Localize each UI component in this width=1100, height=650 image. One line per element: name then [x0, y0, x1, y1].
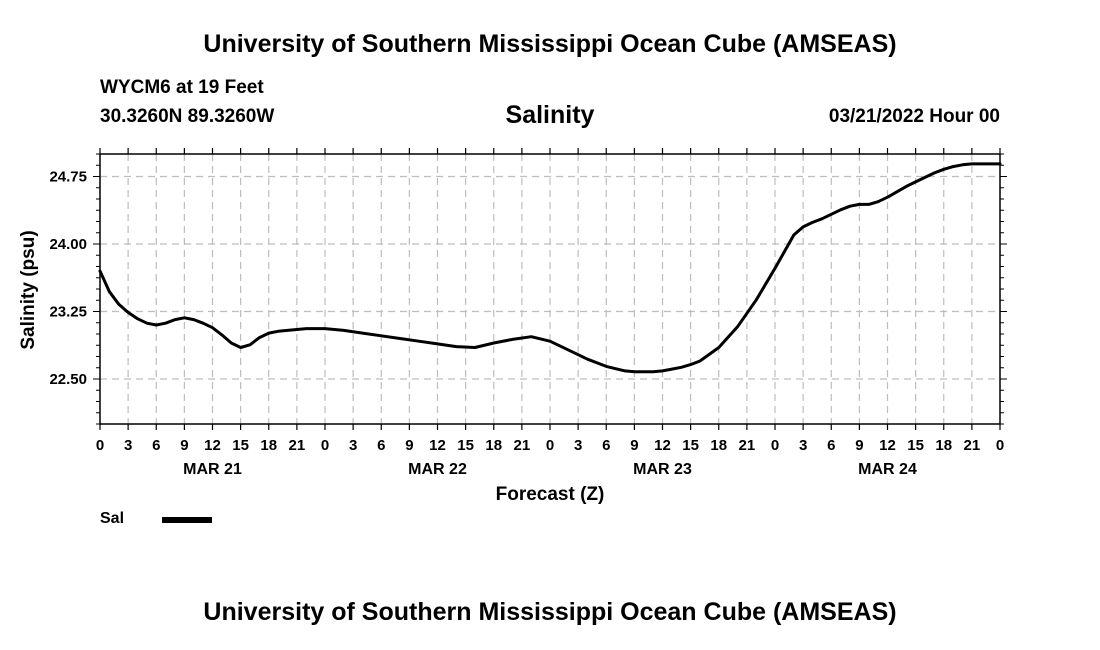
y-tick-label: 23.25 [49, 304, 87, 321]
x-tick-label: 18 [935, 437, 952, 454]
main-title: University of Southern Mississippi Ocean… [203, 30, 897, 58]
x-tick-label: 12 [879, 437, 896, 454]
ticks [93, 148, 1007, 430]
y-tick-label: 24.00 [49, 236, 87, 253]
y-tick-label: 22.50 [49, 371, 87, 388]
station-label: WYCM6 at 19 Feet [100, 77, 264, 98]
y-axis-label: Salinity (psu) [18, 230, 39, 349]
x-tick-label: 0 [546, 437, 554, 454]
x-tick-label: 6 [827, 437, 835, 454]
x-tick-label: 3 [574, 437, 582, 454]
x-tick-label: 15 [907, 437, 924, 454]
x-tick-label: 3 [799, 437, 807, 454]
x-day-label: MAR 24 [858, 461, 917, 478]
x-tick-label: 21 [964, 437, 981, 454]
x-tick-label: 0 [996, 437, 1004, 454]
x-tick-label: 9 [405, 437, 413, 454]
chart-title: Salinity [505, 101, 595, 129]
x-tick-label: 21 [739, 437, 756, 454]
x-day-label: MAR 21 [183, 461, 242, 478]
x-axis-label: Forecast (Z) [496, 484, 605, 505]
x-tick-label: 6 [152, 437, 160, 454]
x-tick-label: 9 [855, 437, 863, 454]
footer-title: University of Southern Mississippi Ocean… [203, 598, 897, 626]
series-layer [98, 162, 1002, 374]
x-tick-label: 12 [654, 437, 671, 454]
legend-swatch-sal [162, 517, 212, 523]
x-tick-label: 6 [602, 437, 610, 454]
forecast-date-label: 03/21/2022 Hour 00 [828, 106, 1000, 127]
y-tick-label: 24.75 [49, 169, 87, 186]
x-tick-label: 21 [514, 437, 531, 454]
x-tick-label: 9 [180, 437, 188, 454]
x-tick-label: 15 [682, 437, 699, 454]
x-tick-label: 3 [349, 437, 357, 454]
x-tick-label: 9 [630, 437, 638, 454]
x-tick-label: 15 [457, 437, 474, 454]
grid-lines [100, 154, 1000, 424]
x-tick-label: 12 [204, 437, 221, 454]
coordinates-label: 30.3260N 89.3260W [100, 106, 275, 127]
tick-labels: 0 3 6 9 12 15 18 21 0 3 6 9 12 15 18 21 0 3 6 9 12 15 18 21 0 3 6 9… [49, 169, 1004, 479]
x-day-label: MAR 23 [633, 461, 692, 478]
x-tick-label: 12 [429, 437, 446, 454]
series-line-sal [98, 162, 1002, 374]
x-tick-label: 18 [485, 437, 502, 454]
x-tick-label: 0 [96, 437, 104, 454]
x-day-label: MAR 22 [408, 461, 467, 478]
x-tick-label: 21 [289, 437, 306, 454]
legend-label-sal: Sal [100, 510, 125, 527]
x-tick-label: 0 [321, 437, 329, 454]
x-tick-label: 6 [377, 437, 385, 454]
x-tick-label: 15 [232, 437, 249, 454]
x-tick-label: 18 [260, 437, 277, 454]
x-tick-label: 3 [124, 437, 132, 454]
x-tick-label: 18 [710, 437, 727, 454]
x-tick-label: 0 [771, 437, 779, 454]
